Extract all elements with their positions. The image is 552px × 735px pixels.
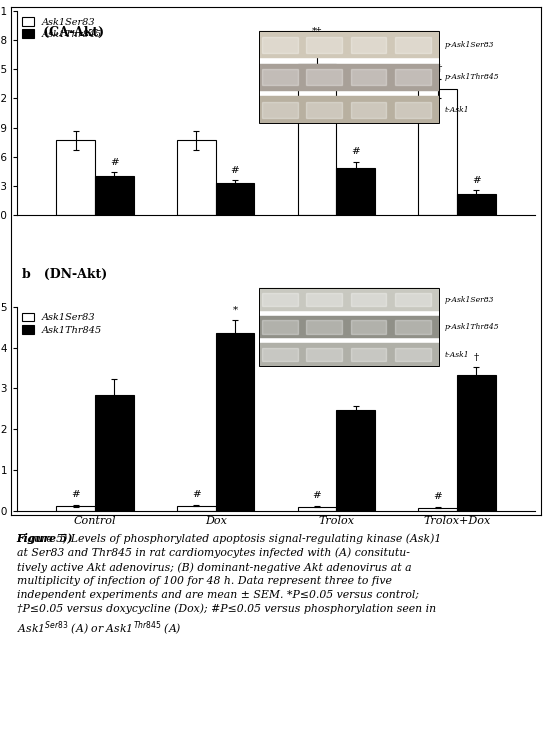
Bar — [336, 409, 375, 511]
Text: #: # — [472, 176, 481, 184]
Bar — [418, 508, 457, 511]
Text: p-Ask1Ser83: p-Ask1Ser83 — [444, 295, 494, 304]
Bar — [216, 332, 254, 511]
Bar — [351, 348, 386, 362]
Text: *†: *† — [312, 27, 322, 36]
Bar — [351, 320, 386, 334]
Bar — [56, 506, 95, 511]
Bar — [262, 101, 298, 118]
Bar — [457, 375, 496, 511]
Bar — [306, 293, 342, 306]
Bar — [395, 69, 431, 85]
Bar — [259, 288, 439, 311]
Text: b   (DN-Akt): b (DN-Akt) — [22, 268, 107, 282]
Text: *: * — [232, 306, 237, 315]
Bar — [351, 293, 386, 306]
Text: t-Ask1: t-Ask1 — [444, 351, 469, 359]
Bar — [395, 320, 431, 334]
Bar — [306, 69, 342, 85]
Bar — [262, 69, 298, 85]
Text: *†: *† — [433, 64, 443, 73]
Bar — [177, 140, 216, 215]
Text: p-Ask1Thr845: p-Ask1Thr845 — [444, 74, 499, 81]
Bar — [351, 101, 386, 118]
Bar — [262, 348, 298, 362]
Bar — [259, 32, 439, 58]
Bar — [262, 320, 298, 334]
Text: t-Ask1: t-Ask1 — [444, 106, 469, 114]
Bar — [395, 293, 431, 306]
Bar — [262, 293, 298, 306]
Text: #: # — [351, 148, 360, 157]
Bar — [395, 37, 431, 53]
Text: #: # — [192, 490, 201, 498]
Bar — [259, 343, 439, 366]
Bar — [56, 140, 95, 215]
Bar — [298, 506, 336, 511]
Bar — [306, 320, 342, 334]
Bar — [95, 395, 134, 511]
Bar — [418, 89, 457, 215]
Bar — [298, 65, 336, 215]
Text: Figure 5) Levels of phosphorylated apoptosis signal-regulating kinase (Ask)1
at : Figure 5) Levels of phosphorylated apopt… — [17, 533, 442, 638]
Bar — [216, 183, 254, 215]
Legend: Ask1Ser83, Ask1Thr845: Ask1Ser83, Ask1Thr845 — [22, 16, 103, 40]
Bar — [95, 176, 134, 215]
Bar — [259, 64, 439, 90]
Text: #: # — [110, 158, 119, 167]
Bar — [259, 316, 439, 338]
Bar — [457, 193, 496, 215]
Text: #: # — [71, 490, 80, 499]
Bar — [259, 96, 439, 123]
Bar — [306, 348, 342, 362]
Bar — [262, 37, 298, 53]
Bar — [306, 101, 342, 118]
Bar — [259, 32, 439, 123]
Bar — [351, 69, 386, 85]
Text: #: # — [231, 166, 240, 175]
Legend: Ask1Ser83, Ask1Thr845: Ask1Ser83, Ask1Thr845 — [22, 312, 103, 336]
Bar — [306, 37, 342, 53]
Text: p-Ask1Ser83: p-Ask1Ser83 — [444, 40, 494, 49]
Bar — [259, 288, 439, 366]
Text: #: # — [312, 491, 321, 501]
Bar — [177, 506, 216, 511]
Text: #: # — [433, 492, 442, 501]
Text: Figure 5): Figure 5) — [17, 533, 73, 544]
Text: p-Ask1Thr845: p-Ask1Thr845 — [444, 323, 499, 331]
Bar — [395, 101, 431, 118]
Text: †: † — [474, 353, 479, 362]
Bar — [395, 348, 431, 362]
Bar — [351, 37, 386, 53]
Bar — [336, 168, 375, 215]
Text: a   (CA-Akt): a (CA-Akt) — [22, 26, 104, 39]
